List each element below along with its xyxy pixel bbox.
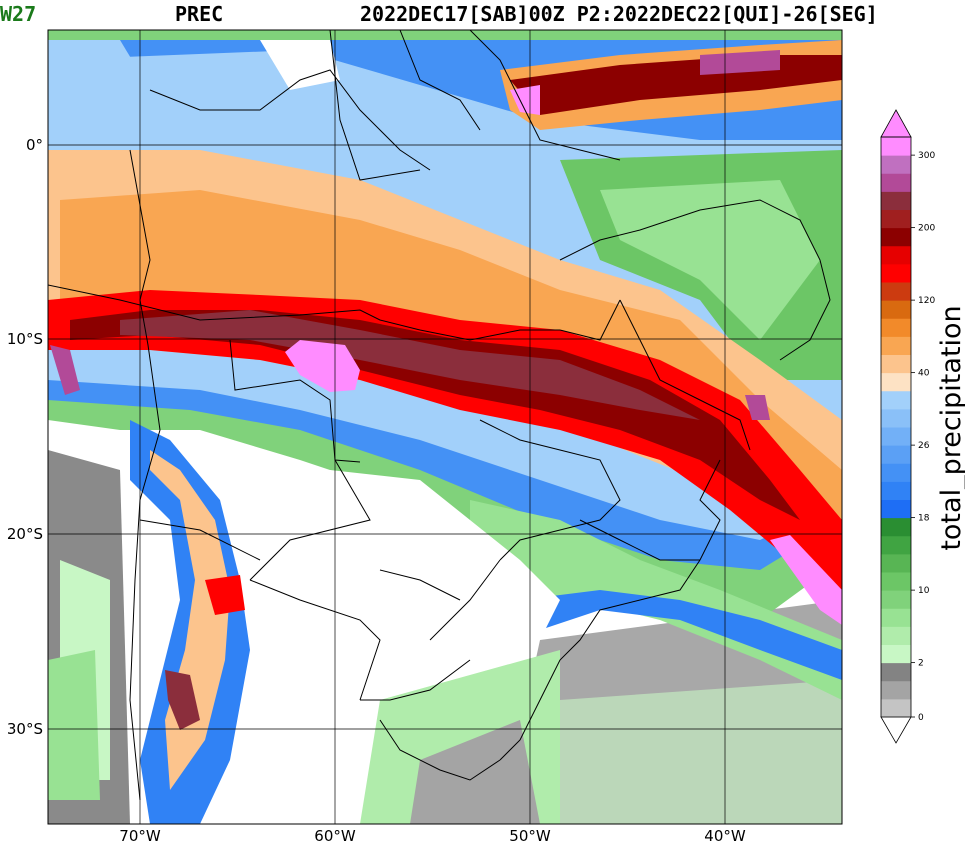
colorbar-max-extend: [880, 109, 912, 138]
colorbar-tick-label: 0: [918, 713, 924, 723]
lon-label: 50°W: [509, 827, 551, 845]
colorbar-swatch: [881, 227, 911, 247]
map-frame: [47, 29, 843, 825]
colorbar-swatch: [881, 517, 911, 537]
colorbar-swatch: [881, 463, 911, 482]
lon-label: 70°W: [119, 827, 161, 845]
colorbar-swatch: [881, 173, 911, 192]
colorbar-tick-label: 26: [918, 441, 930, 451]
colorbar-swatch: [881, 572, 911, 591]
colorbar-swatch: [881, 263, 911, 283]
graticule: [48, 30, 842, 824]
lat-label: 0°: [26, 136, 43, 154]
colorbar-tick-label: 40: [918, 369, 930, 379]
latitude-labels: 0° 10°S 20°S 30°S: [7, 136, 43, 738]
colorbar-swatch: [881, 553, 911, 573]
colorbar-tick-label: 120: [918, 296, 935, 306]
variable-label: PREC: [175, 2, 224, 26]
colorbar-swatch: [881, 155, 911, 174]
colorbar-swatch: [881, 481, 911, 500]
colorbar-min-extend: [880, 716, 912, 744]
colorbar-swatch: [881, 427, 911, 446]
model-code-label: W27: [0, 2, 37, 26]
colorbar-frame: [880, 136, 912, 718]
colorbar-swatch: [881, 245, 911, 265]
run-time-label: 2022DEC17[SAB]00Z P2:2022DEC22[QUI]-26[S…: [360, 2, 878, 26]
colorbar-tick-label: 2: [918, 659, 924, 669]
colorbar-swatch: [881, 318, 911, 337]
colorbar-swatch: [881, 354, 911, 374]
lat-label: 20°S: [7, 525, 43, 543]
colorbar-tick-label: 10: [918, 586, 930, 596]
colorbar-swatch: [881, 608, 911, 627]
colorbar-tick-label: 200: [918, 224, 935, 234]
lon-label: 40°W: [704, 827, 746, 845]
colorbar-swatch: [881, 300, 911, 319]
lon-label: 60°W: [314, 827, 356, 845]
colorbar-swatch: [881, 680, 911, 700]
colorbar-swatch: [881, 662, 911, 682]
longitude-labels: 70°W 60°W 50°W 40°W: [119, 827, 746, 845]
colorbar-swatch: [881, 336, 911, 355]
colorbar-swatch: [881, 698, 911, 718]
colorbar-label: total_precipitation: [936, 305, 965, 550]
colorbar-swatch: [881, 626, 911, 645]
colorbar-tick-label: 300: [918, 151, 935, 161]
colorbar-swatch: [881, 372, 911, 392]
lat-label: 10°S: [7, 330, 43, 348]
precipitation-field: [48, 30, 842, 824]
colorbar-swatch: [881, 644, 911, 664]
colorbar-swatch: [881, 282, 911, 301]
lat-label: 30°S: [7, 720, 43, 738]
colorbar-swatch: [881, 137, 911, 156]
colorbar-swatch: [881, 445, 911, 464]
colorbar-swatch: [881, 408, 911, 428]
colorbar-swatch: [881, 191, 911, 210]
political-borders: [48, 30, 831, 801]
colorbar-swatch: [881, 499, 911, 519]
colorbar-swatch: [881, 535, 911, 555]
colorbar-swatch: [881, 590, 911, 609]
colorbar-tick-label: 18: [918, 514, 930, 524]
colorbar-swatch: [881, 390, 911, 410]
colorbar-swatch: [881, 209, 911, 229]
colorbar: 0 2 10 18 26 40 120 200 300: [880, 109, 935, 744]
